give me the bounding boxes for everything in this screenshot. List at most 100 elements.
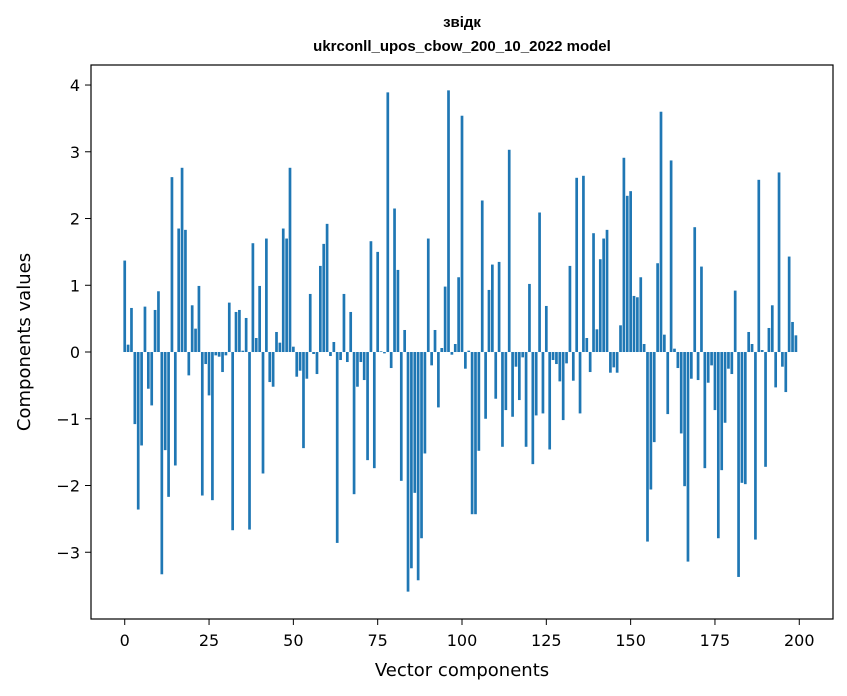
bar bbox=[602, 238, 606, 353]
bar bbox=[227, 302, 231, 353]
bar bbox=[150, 352, 154, 406]
bar bbox=[167, 352, 170, 497]
bar bbox=[173, 352, 177, 466]
x-tick-label: 50 bbox=[283, 631, 303, 650]
bar bbox=[234, 311, 238, 353]
bar bbox=[194, 328, 197, 353]
bar bbox=[464, 352, 467, 369]
bar bbox=[325, 223, 329, 353]
bar bbox=[585, 337, 589, 353]
bar bbox=[420, 352, 423, 539]
bar bbox=[170, 177, 174, 353]
bar bbox=[659, 111, 663, 353]
bar bbox=[733, 290, 737, 353]
bar bbox=[781, 352, 784, 367]
bar bbox=[767, 327, 771, 353]
bar bbox=[335, 352, 339, 543]
bar bbox=[440, 348, 444, 353]
bar bbox=[720, 352, 724, 471]
bar bbox=[683, 352, 686, 487]
bar bbox=[656, 263, 659, 353]
x-tick-label: 150 bbox=[615, 631, 646, 650]
bar bbox=[740, 352, 744, 483]
bar bbox=[254, 337, 258, 353]
bar bbox=[251, 243, 255, 353]
bar bbox=[784, 352, 788, 393]
bar bbox=[652, 352, 656, 443]
bar bbox=[710, 352, 713, 366]
bar bbox=[342, 293, 346, 353]
bar bbox=[619, 325, 622, 353]
x-tick-label: 200 bbox=[784, 631, 815, 650]
bar bbox=[558, 352, 562, 382]
bar bbox=[130, 307, 133, 353]
x-tick-label: 175 bbox=[700, 631, 731, 650]
bar bbox=[663, 334, 666, 353]
bar bbox=[612, 352, 616, 368]
bar bbox=[774, 352, 778, 388]
bar bbox=[646, 352, 649, 542]
bar bbox=[609, 352, 612, 373]
bar bbox=[737, 352, 740, 577]
bar bbox=[211, 352, 214, 501]
bar bbox=[366, 352, 369, 461]
bar bbox=[184, 229, 187, 353]
bar bbox=[521, 352, 525, 358]
bar bbox=[177, 228, 181, 353]
bar bbox=[200, 352, 204, 496]
bar bbox=[588, 352, 592, 373]
bar bbox=[649, 352, 653, 490]
bar bbox=[528, 283, 531, 353]
bar bbox=[160, 352, 164, 575]
bar bbox=[204, 352, 208, 365]
bar bbox=[450, 352, 454, 355]
x-tick-label: 25 bbox=[199, 631, 219, 650]
bar bbox=[595, 329, 599, 353]
bar bbox=[507, 149, 511, 353]
bar bbox=[460, 115, 464, 353]
bar bbox=[541, 352, 545, 414]
bars-group bbox=[123, 90, 798, 592]
bar bbox=[143, 306, 147, 353]
bar bbox=[399, 352, 403, 481]
bar bbox=[393, 208, 396, 353]
bar bbox=[754, 352, 757, 540]
bar bbox=[207, 352, 211, 396]
bar bbox=[669, 160, 673, 353]
bar bbox=[298, 352, 302, 371]
bar bbox=[491, 264, 494, 353]
bar bbox=[548, 352, 552, 450]
bar bbox=[292, 346, 295, 353]
bar bbox=[410, 352, 413, 569]
bar bbox=[501, 352, 504, 447]
y-axis-ticks: −3 −2 −1 0 1 2 3 4 bbox=[56, 76, 91, 562]
bar bbox=[470, 352, 474, 515]
bar bbox=[379, 351, 383, 353]
bar bbox=[794, 335, 798, 353]
bar bbox=[180, 167, 184, 353]
bar bbox=[123, 260, 127, 353]
bar bbox=[265, 238, 268, 353]
bar bbox=[484, 352, 487, 419]
bar bbox=[538, 212, 541, 353]
bar bbox=[376, 251, 380, 353]
bar bbox=[639, 277, 643, 353]
bar bbox=[696, 352, 700, 381]
bar bbox=[511, 352, 514, 417]
bar bbox=[315, 352, 319, 375]
bar bbox=[157, 291, 160, 353]
bar bbox=[706, 352, 710, 383]
bar bbox=[133, 352, 137, 425]
bar bbox=[544, 305, 548, 353]
x-tick-label: 100 bbox=[447, 631, 478, 650]
bar bbox=[487, 289, 491, 353]
bar bbox=[241, 350, 245, 353]
bar bbox=[700, 266, 703, 353]
x-tick-label: 125 bbox=[531, 631, 562, 650]
bar bbox=[551, 352, 555, 361]
bar bbox=[480, 200, 484, 353]
bar bbox=[447, 90, 450, 353]
bar bbox=[477, 352, 481, 451]
bar bbox=[403, 329, 407, 353]
x-axis-ticks: 0 25 50 75 100 125 150 175 200 bbox=[120, 619, 815, 650]
